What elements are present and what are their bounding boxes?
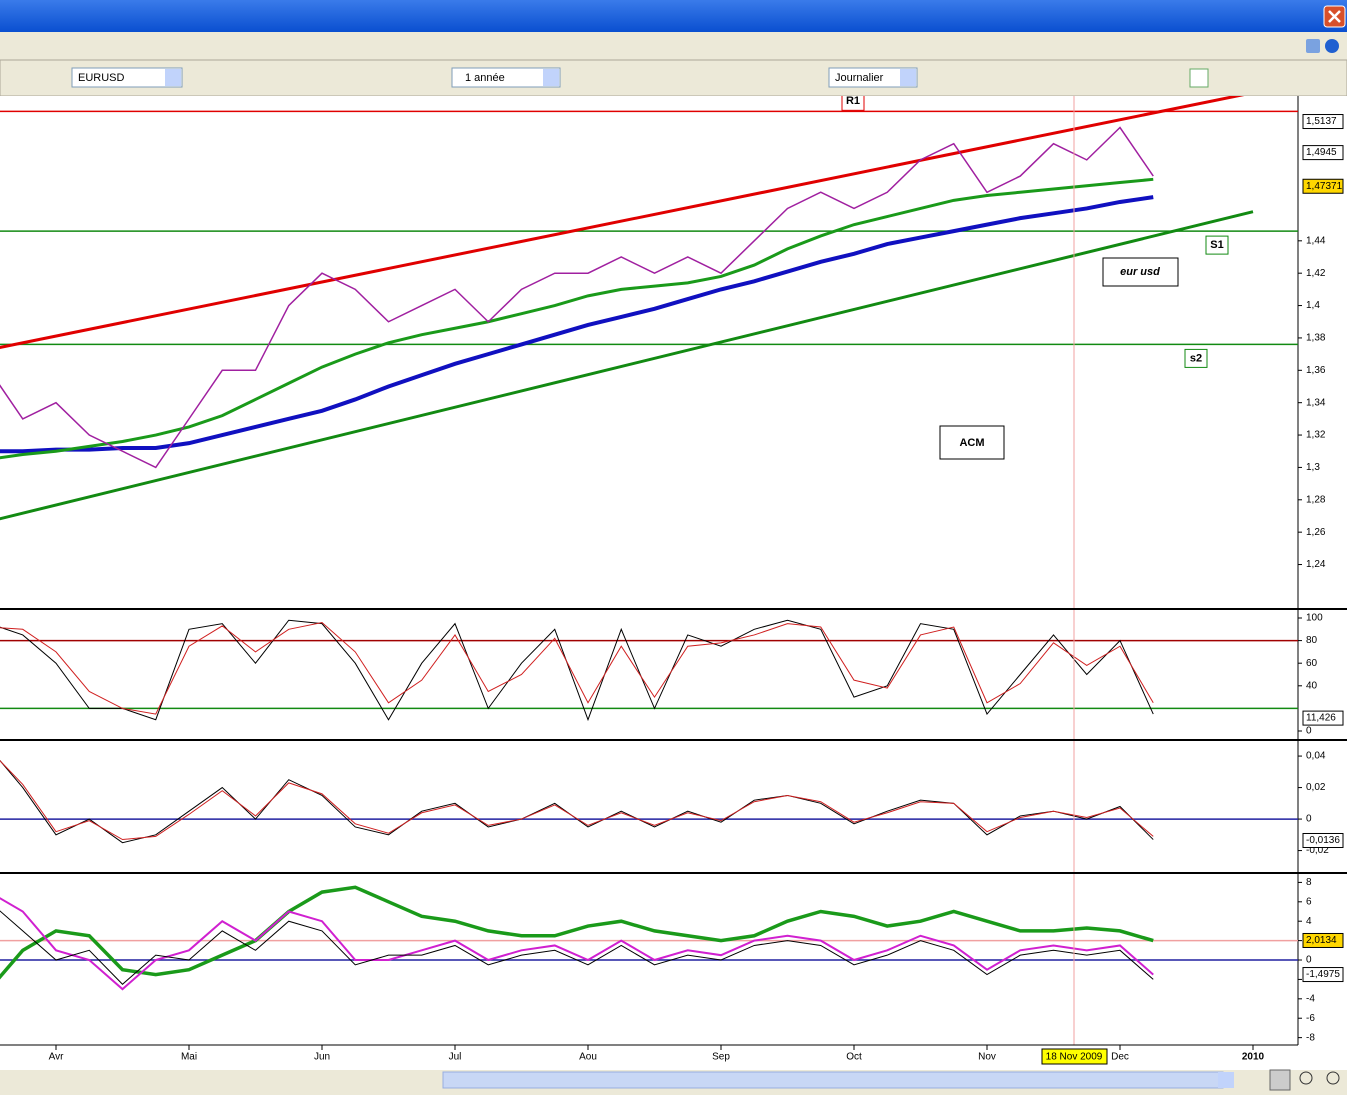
icon-button[interactable] (1306, 39, 1320, 53)
y-tick-label: -6 (1306, 1013, 1315, 1024)
x-tick-label: Nov (978, 1052, 996, 1063)
chart-area (0, 96, 1347, 1070)
cursor-date: 18 Nov 2009 (1046, 1052, 1103, 1063)
period-select[interactable] (451, 67, 561, 88)
series-line (0, 126, 1154, 469)
y-tick-label: 1,44 (1306, 235, 1326, 246)
price-tag-label: 2,0134 (1306, 935, 1337, 946)
price-tag-label: 11,426 (1306, 713, 1336, 724)
y-tick-label: -8 (1306, 1032, 1315, 1043)
price-tag (1302, 114, 1344, 130)
x-tick-label: Oct (846, 1052, 862, 1063)
price-tag-label: 1,47371 (1306, 181, 1343, 192)
y-tick-label: 1,28 (1306, 494, 1326, 505)
series-line (0, 621, 1154, 715)
series-line (0, 897, 1154, 991)
period: 1 année (465, 72, 505, 84)
y-tick-label: 0 (1306, 955, 1312, 966)
annotation-box (1102, 257, 1179, 287)
series-line (0, 177, 1154, 460)
series-line (0, 885, 1154, 980)
series-line (0, 619, 1154, 722)
dropdown-button[interactable] (543, 69, 559, 86)
scrollbar[interactable] (442, 1071, 1224, 1089)
level-label-box (1205, 235, 1229, 255)
dropdown-button[interactable] (900, 69, 916, 86)
y-tick-label: 40 (1306, 680, 1318, 691)
zoom-button[interactable] (1269, 1069, 1291, 1091)
y-tick-label: 1,32 (1306, 430, 1326, 441)
y-tick-label: 60 (1306, 658, 1318, 669)
symbol-select[interactable] (71, 67, 183, 88)
x-tick-label: Mai (181, 1052, 197, 1063)
title-bar (0, 0, 1347, 32)
y-tick-label: 1,24 (1306, 559, 1326, 570)
x-tick-label: Sep (712, 1052, 730, 1063)
x-tick-label: Dec (1111, 1052, 1129, 1063)
series-line (0, 759, 1154, 841)
price-tag-label: -1,4975 (1306, 969, 1340, 980)
level-label-box (841, 96, 865, 111)
plots: R1 S1 s2 (0, 95, 1298, 991)
series-line (0, 910, 1154, 985)
y-tick-label: 6 (1306, 896, 1312, 907)
menu-row (0, 32, 1347, 60)
level-label: S1 (1210, 239, 1223, 251)
zoom-in-button[interactable] (1326, 1071, 1340, 1085)
zoom-out-button[interactable] (1299, 1071, 1313, 1085)
y-tick-label: -0,02 (1306, 845, 1329, 856)
y-tick-label: -4 (1306, 993, 1315, 1004)
x-tick-label: Avr (49, 1052, 64, 1063)
price-tag-label: 1,5137 (1306, 116, 1337, 127)
y-tick-label: 1,42 (1306, 268, 1326, 279)
y-tick-label: 4 (1306, 916, 1312, 927)
scroll-button[interactable] (1218, 1072, 1234, 1088)
interval: Journalier (835, 72, 884, 84)
symbol: EURUSD (78, 72, 125, 84)
level-label-box (1184, 348, 1208, 368)
price-tag (1302, 178, 1344, 194)
annotation: eur usd (1120, 266, 1160, 278)
dropdown-button[interactable] (165, 69, 181, 86)
y-tick-label: 0,02 (1306, 782, 1326, 793)
y-tick-label: 80 (1306, 635, 1318, 646)
toolbar (0, 59, 1347, 97)
y-tick-label: 0 (1306, 814, 1312, 825)
y-tick-label: 8 (1306, 877, 1312, 888)
x-tick-label: Aou (579, 1052, 597, 1063)
y-tick-label: 1,26 (1306, 527, 1326, 538)
price-tag (1302, 967, 1344, 983)
y-tick-label: 1,38 (1306, 333, 1326, 344)
level-label: s2 (1190, 352, 1202, 364)
x-tick-label: Jun (314, 1052, 330, 1063)
y-tick-label: 1,36 (1306, 365, 1326, 376)
price-tag (1302, 932, 1344, 948)
annotation: ACM (959, 437, 984, 449)
price-tag (1302, 710, 1344, 726)
y-tick-label: 0,04 (1306, 751, 1326, 762)
chart-tool-button[interactable] (1189, 68, 1209, 88)
price-tag (1302, 832, 1344, 848)
y-tick-label: 1,3 (1306, 462, 1320, 473)
series-line (0, 195, 1154, 454)
y-tick-label: 1,34 (1306, 397, 1326, 408)
price-tag (1302, 145, 1344, 161)
trend-line (0, 96, 1245, 349)
y-tick-label: 100 (1306, 613, 1323, 624)
close-icon (1328, 10, 1341, 23)
annotation-box (939, 425, 1005, 460)
trend-line (0, 210, 1254, 521)
y-tick-label: 0 (1306, 726, 1312, 737)
y-tick-label: 1,4 (1306, 300, 1320, 311)
interval-select[interactable] (828, 67, 918, 88)
price-tag-label: 1,4945 (1306, 147, 1337, 158)
cursor-date-box (1041, 1048, 1108, 1065)
icon-button[interactable] (1325, 39, 1339, 53)
price-tag-label: -0,0136 (1306, 835, 1340, 846)
x-tick-label: Jul (449, 1052, 462, 1063)
level-label: R1 (846, 95, 860, 107)
x-tick-label: 2010 (1242, 1052, 1265, 1063)
